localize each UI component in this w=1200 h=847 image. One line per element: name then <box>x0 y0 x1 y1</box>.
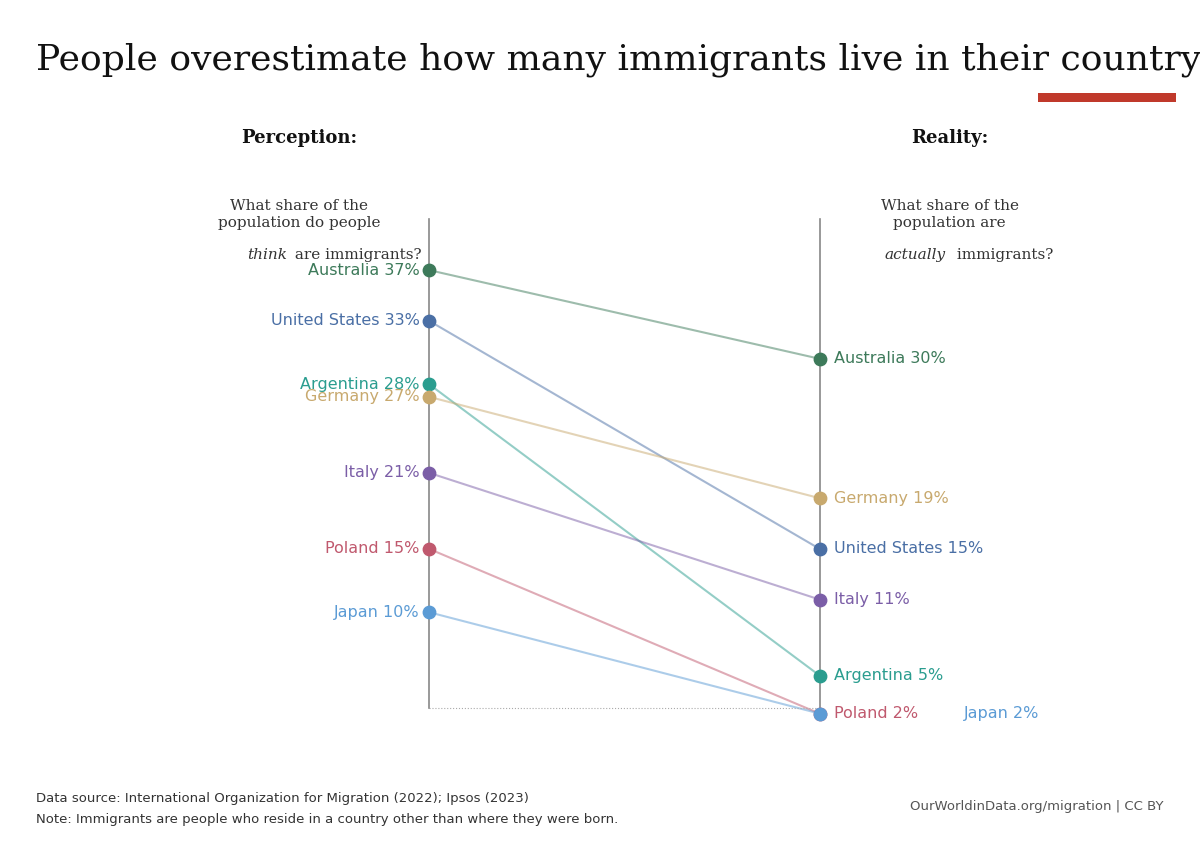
Text: Our World: Our World <box>1072 52 1142 65</box>
Text: actually: actually <box>884 248 946 263</box>
Point <box>810 491 829 505</box>
Text: Poland 15%: Poland 15% <box>325 541 420 556</box>
Text: Note: Immigrants are people who reside in a country other than where they were b: Note: Immigrants are people who reside i… <box>36 813 618 826</box>
Point <box>810 706 829 720</box>
Text: Reality:: Reality: <box>911 130 989 147</box>
Text: Argentina 28%: Argentina 28% <box>300 377 420 391</box>
Text: Italy 21%: Italy 21% <box>344 465 420 480</box>
Bar <box>1038 93 1176 102</box>
Point <box>810 706 829 720</box>
Point <box>420 466 439 479</box>
Text: What share of the
population do people: What share of the population do people <box>217 199 380 230</box>
Text: immigrants?: immigrants? <box>952 248 1054 263</box>
Point <box>420 314 439 328</box>
Text: Japan 2%: Japan 2% <box>964 706 1039 721</box>
Point <box>420 378 439 391</box>
Text: Data source: International Organization for Migration (2022); Ipsos (2023): Data source: International Organization … <box>36 792 529 805</box>
Text: Argentina 5%: Argentina 5% <box>834 668 943 683</box>
Point <box>420 606 439 619</box>
Text: OurWorldinData.org/migration | CC BY: OurWorldinData.org/migration | CC BY <box>911 800 1164 813</box>
Point <box>810 542 829 556</box>
Text: Australia 37%: Australia 37% <box>308 263 420 278</box>
Text: United States 15%: United States 15% <box>834 541 983 556</box>
Text: in Data: in Data <box>1081 74 1133 86</box>
Text: Germany 27%: Germany 27% <box>305 390 420 404</box>
Text: What share of the
population are: What share of the population are <box>881 199 1019 230</box>
Text: Poland 2%: Poland 2% <box>834 706 918 721</box>
Text: Germany 19%: Germany 19% <box>834 490 948 506</box>
Text: think: think <box>247 248 288 263</box>
Text: United States 33%: United States 33% <box>271 313 420 329</box>
Point <box>810 669 829 683</box>
Text: Perception:: Perception: <box>241 130 356 147</box>
Text: Japan 10%: Japan 10% <box>334 605 420 620</box>
Point <box>420 542 439 556</box>
Text: Italy 11%: Italy 11% <box>834 592 910 607</box>
Point <box>810 352 829 366</box>
Point <box>420 390 439 403</box>
Text: Australia 30%: Australia 30% <box>834 352 946 366</box>
Text: are immigrants?: are immigrants? <box>290 248 422 263</box>
Point <box>420 263 439 277</box>
Point <box>810 593 829 606</box>
Text: People overestimate how many immigrants live in their country: People overestimate how many immigrants … <box>36 42 1200 77</box>
